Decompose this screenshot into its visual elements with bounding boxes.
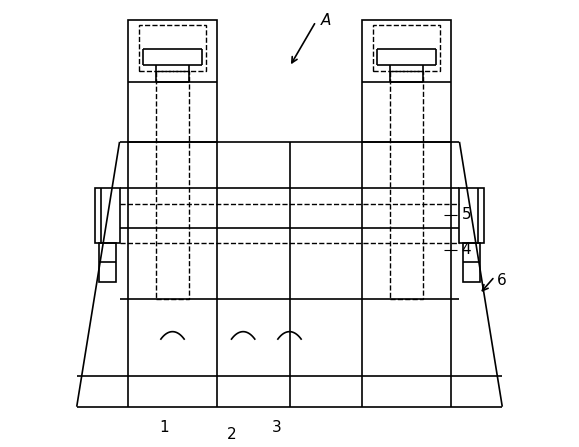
Text: 6: 6: [497, 274, 507, 288]
Text: A: A: [320, 13, 331, 28]
Text: 1: 1: [159, 420, 168, 435]
Bar: [96, 188, 119, 243]
Text: 4: 4: [461, 242, 471, 257]
Bar: [390, 71, 423, 299]
Bar: [156, 71, 189, 299]
Bar: [463, 243, 480, 282]
Bar: [460, 188, 483, 243]
Text: 2: 2: [228, 427, 237, 442]
Bar: [373, 25, 439, 71]
Text: 3: 3: [272, 420, 281, 435]
Bar: [99, 243, 116, 282]
Bar: [362, 21, 450, 142]
Text: 5: 5: [461, 207, 471, 222]
Bar: [140, 25, 206, 71]
Bar: [129, 21, 217, 142]
